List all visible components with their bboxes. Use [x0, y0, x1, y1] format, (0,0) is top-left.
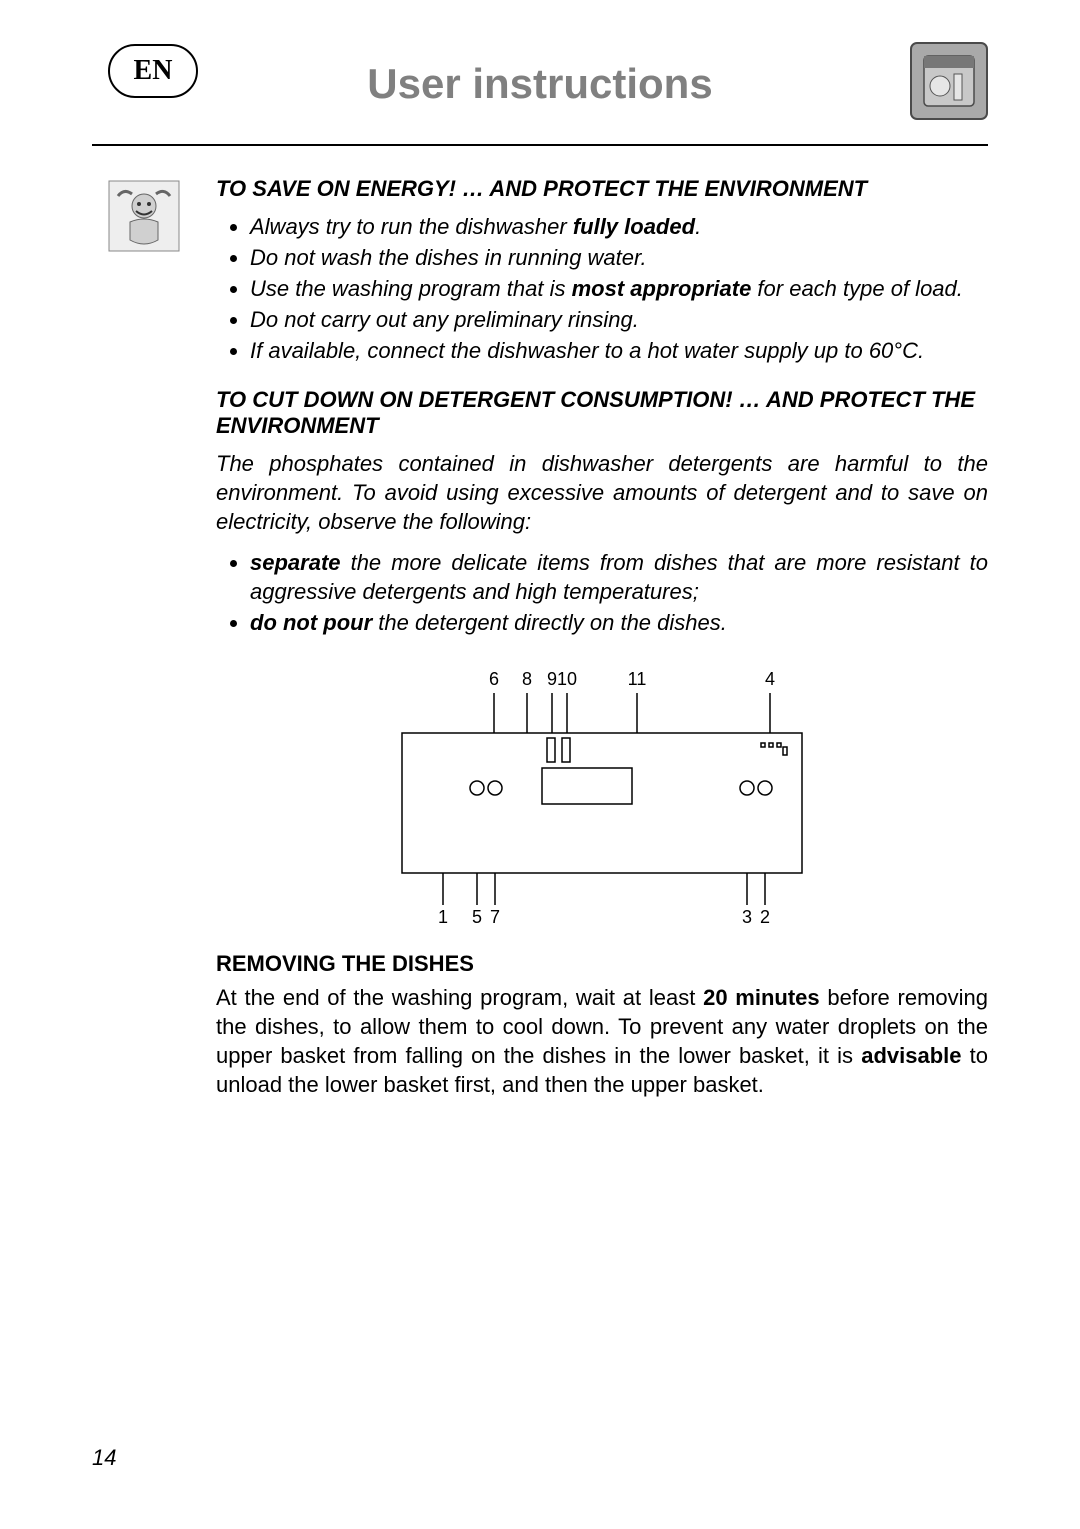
dishwasher-icon [910, 42, 988, 120]
text: Always try to run the dishwasher [250, 214, 573, 239]
control-panel-diagram: 6 8910 11 4 1 57 32 [216, 663, 988, 923]
page-number: 14 [92, 1445, 116, 1471]
text-bold: advisable [861, 1043, 961, 1068]
svg-text:3: 3 [742, 907, 752, 923]
svg-text:9: 9 [547, 669, 557, 689]
list-item: Use the washing program that is most app… [250, 274, 988, 303]
list-item: If available, connect the dishwasher to … [250, 336, 988, 365]
list-item: do not pour the detergent directly on th… [250, 608, 988, 637]
text: At the end of the washing program, wait … [216, 985, 703, 1010]
eco-tip-icon [108, 180, 180, 252]
diagram-svg: 6 8910 11 4 1 57 32 [367, 663, 837, 923]
list-item: Do not carry out any preliminary rinsing… [250, 305, 988, 334]
svg-text:4: 4 [765, 669, 775, 689]
section1-heading: TO SAVE ON ENERGY! … AND PROTECT THE ENV… [216, 176, 988, 202]
section2-intro: The phosphates contained in dishwasher d… [216, 449, 988, 536]
text: Use the washing program that is [250, 276, 572, 301]
section3-paragraph: At the end of the washing program, wait … [216, 983, 988, 1099]
text-bold: separate [250, 550, 341, 575]
header-divider [92, 144, 988, 146]
section2-list: separate the more delicate items from di… [216, 548, 988, 637]
list-item: separate the more delicate items from di… [250, 548, 988, 606]
text: . [695, 214, 701, 239]
svg-text:5: 5 [472, 907, 482, 923]
svg-text:2: 2 [760, 907, 770, 923]
section1-list: Always try to run the dishwasher fully l… [216, 212, 988, 365]
svg-text:1: 1 [438, 907, 448, 923]
list-item: Do not wash the dishes in running water. [250, 243, 988, 272]
section3-heading: REMOVING THE DISHES [216, 951, 988, 977]
svg-text:6: 6 [489, 669, 499, 689]
section2-heading: TO CUT DOWN ON DETERGENT CONSUMPTION! … … [216, 387, 988, 439]
text: for each type of load. [751, 276, 963, 301]
text-bold: most appropriate [572, 276, 752, 301]
content-column: TO SAVE ON ENERGY! … AND PROTECT THE ENV… [216, 176, 988, 1099]
svg-text:7: 7 [490, 907, 500, 923]
svg-text:11: 11 [628, 669, 647, 689]
text-bold: 20 minutes [703, 985, 820, 1010]
text: the detergent directly on the dishes. [372, 610, 727, 635]
text: the more delicate items from dishes that… [250, 550, 988, 604]
text-bold: do not pour [250, 610, 372, 635]
text-bold: fully loaded [573, 214, 695, 239]
svg-text:8: 8 [522, 669, 532, 689]
list-item: Always try to run the dishwasher fully l… [250, 212, 988, 241]
svg-text:10: 10 [557, 669, 577, 689]
page: EN User instructions TO SAVE ON ENERGY! … [0, 0, 1080, 1529]
